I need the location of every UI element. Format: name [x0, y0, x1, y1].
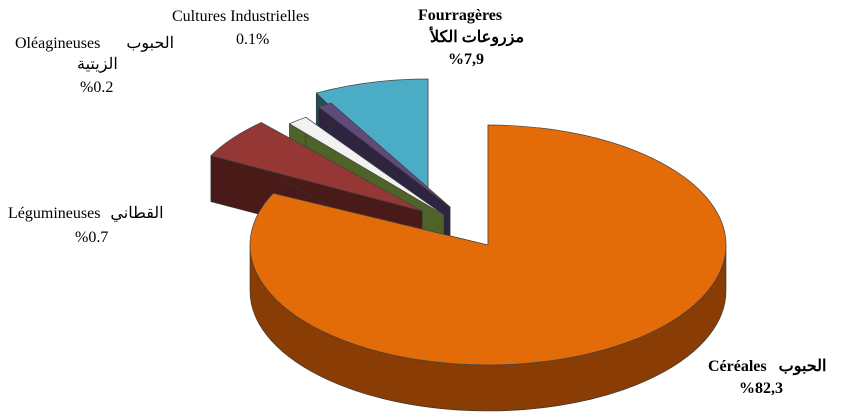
- label-industrielles: Cultures Industrielles: [172, 8, 310, 25]
- label-legumineuses-pct: %0.7: [75, 229, 109, 246]
- label-oleagineuses-pct: %0.2: [80, 79, 114, 96]
- label-fourrageres-pct: %7,9: [448, 51, 484, 68]
- label-legumineuses-fr: Légumineuses: [8, 205, 101, 222]
- slice-industrielles-top: [317, 102, 451, 208]
- label-industrielles-pct: 0.1%: [236, 31, 270, 48]
- label-cereales: Céréales الحبوب: [708, 357, 826, 376]
- slice-oleagineuses-top: [288, 116, 445, 216]
- label-cereales-pct: %82,3: [739, 380, 783, 397]
- label-fourrageres: Fourragères: [418, 7, 503, 24]
- slice-cereales: [249, 124, 727, 412]
- label-oleagineuses: Oléagineuses الحبوب: [15, 34, 174, 53]
- label-cereales-ar: الحبوب: [778, 358, 827, 375]
- label-legumineuses: Légumineuses القطاني: [8, 204, 164, 223]
- label-legumineuses-ar: القطاني: [110, 205, 164, 222]
- label-oleagineuses-ar: الحبوب: [126, 35, 175, 52]
- label-cereales-fr: Céréales: [708, 358, 767, 375]
- slice-legumineuses-top: [210, 122, 423, 212]
- label-oleagineuses-fr: Oléagineuses: [15, 35, 101, 52]
- slice-cereales-top: [249, 124, 727, 366]
- label-fourrageres-ar: مزروعات الكلأ: [430, 29, 525, 46]
- label-oleagineuses-ar2: الزيتية: [77, 56, 118, 73]
